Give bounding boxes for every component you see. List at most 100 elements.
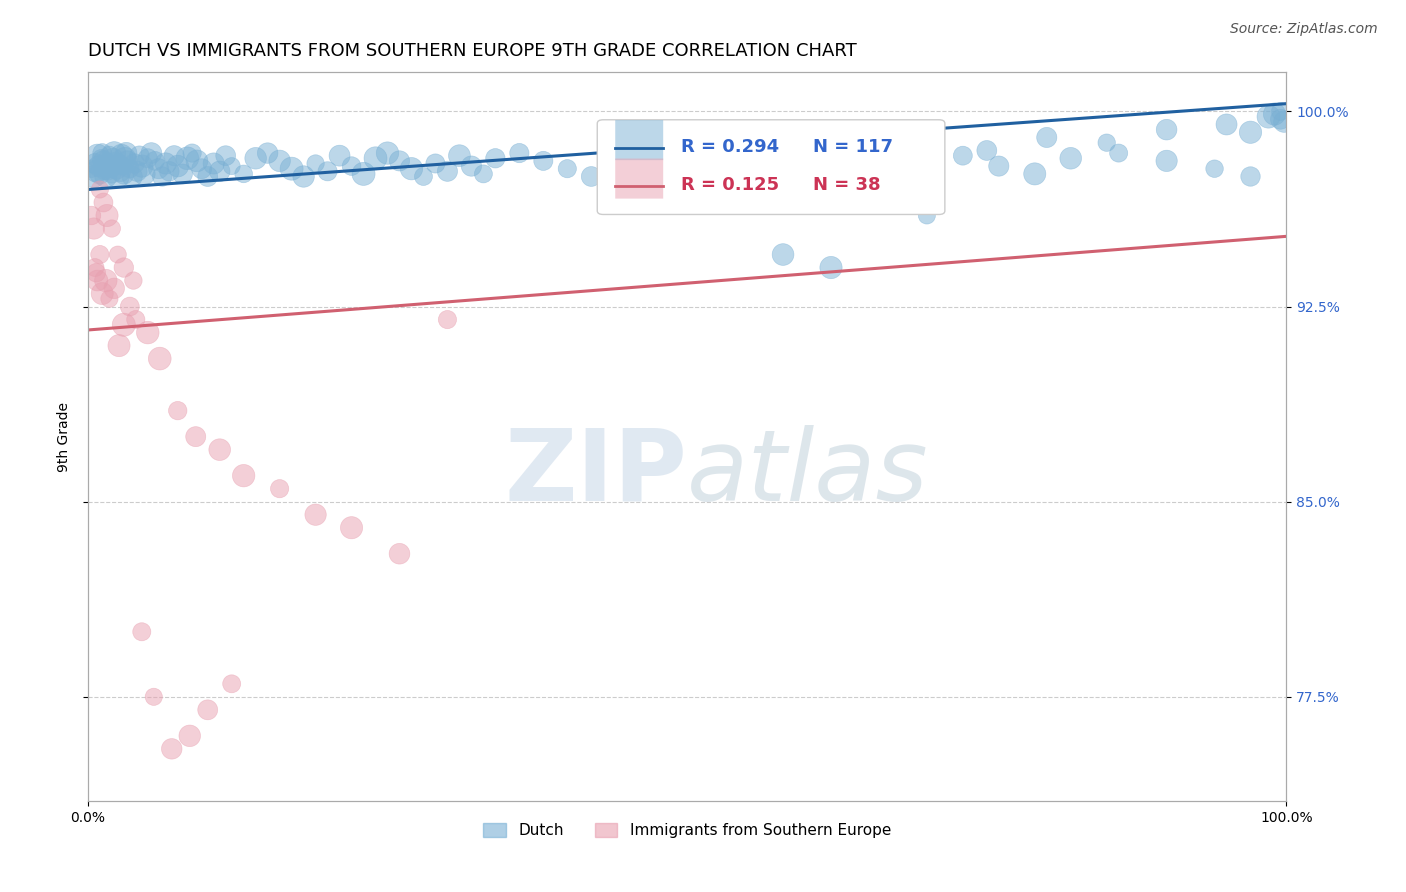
Point xyxy=(94,274,117,288)
Point xyxy=(108,156,131,170)
Point xyxy=(256,146,278,161)
Point xyxy=(1156,122,1178,136)
Text: N = 38: N = 38 xyxy=(813,177,880,194)
Point xyxy=(150,169,173,184)
Point xyxy=(142,690,165,704)
Point xyxy=(83,221,105,235)
Point xyxy=(100,159,122,173)
Point xyxy=(449,149,471,163)
Point xyxy=(110,149,132,163)
Text: DUTCH VS IMMIGRANTS FROM SOUTHERN EUROPE 9TH GRADE CORRELATION CHART: DUTCH VS IMMIGRANTS FROM SOUTHERN EUROPE… xyxy=(87,42,856,60)
Point xyxy=(700,167,723,181)
Point xyxy=(401,161,423,176)
Point xyxy=(1270,112,1292,127)
FancyBboxPatch shape xyxy=(598,120,945,214)
Point xyxy=(388,547,411,561)
Point xyxy=(84,260,107,275)
Point xyxy=(91,146,114,161)
Point xyxy=(172,167,194,181)
Point xyxy=(128,149,150,163)
Point xyxy=(86,149,108,163)
Point xyxy=(531,153,554,168)
Point xyxy=(105,161,128,176)
Point xyxy=(143,153,166,168)
Point xyxy=(103,281,125,295)
Point xyxy=(460,159,482,173)
Point xyxy=(364,151,387,165)
Point xyxy=(1263,107,1285,121)
Point xyxy=(103,146,125,161)
Point xyxy=(93,161,115,176)
Point xyxy=(976,144,998,158)
Point xyxy=(114,151,136,165)
Point xyxy=(820,260,842,275)
Point xyxy=(101,221,124,235)
Point xyxy=(190,161,212,176)
Point xyxy=(304,156,326,170)
Point xyxy=(202,156,225,170)
Point xyxy=(176,151,198,165)
Point xyxy=(122,274,145,288)
Point xyxy=(1204,161,1226,176)
Point xyxy=(197,703,219,717)
Point xyxy=(304,508,326,522)
Point xyxy=(245,151,267,165)
Point xyxy=(232,468,254,483)
Point xyxy=(952,149,974,163)
Point xyxy=(104,153,127,168)
Point xyxy=(555,161,578,176)
Point xyxy=(80,209,103,223)
Point xyxy=(184,430,207,444)
Point xyxy=(108,338,131,352)
Point xyxy=(101,151,124,165)
Point xyxy=(89,247,111,261)
Point xyxy=(163,149,186,163)
Point xyxy=(157,164,180,178)
Text: Source: ZipAtlas.com: Source: ZipAtlas.com xyxy=(1230,22,1378,37)
Point xyxy=(87,159,110,173)
Point xyxy=(748,146,770,161)
Point xyxy=(1239,169,1261,184)
Point xyxy=(115,146,138,161)
Point xyxy=(1270,104,1292,119)
Point xyxy=(90,151,112,165)
Point xyxy=(915,164,938,178)
Point xyxy=(412,169,434,184)
Point xyxy=(131,159,153,173)
Point xyxy=(724,151,747,165)
Point xyxy=(208,442,231,457)
Point xyxy=(93,195,115,210)
Point xyxy=(1108,146,1130,161)
Point xyxy=(86,274,108,288)
Point xyxy=(89,182,111,196)
Point xyxy=(436,164,458,178)
Point xyxy=(166,403,188,417)
Point xyxy=(221,677,243,691)
Point xyxy=(136,151,159,165)
Point xyxy=(179,729,201,743)
Point xyxy=(93,153,115,168)
Point xyxy=(124,156,146,170)
Point xyxy=(292,169,315,184)
Point xyxy=(340,521,363,535)
Point xyxy=(772,247,794,261)
Point xyxy=(269,482,291,496)
Point xyxy=(96,209,118,223)
Text: R = 0.294: R = 0.294 xyxy=(681,138,779,156)
Point xyxy=(436,312,458,326)
Point xyxy=(96,156,118,170)
Point xyxy=(80,161,103,176)
Point xyxy=(107,247,129,261)
Point xyxy=(232,167,254,181)
Point xyxy=(107,169,129,184)
Y-axis label: 9th Grade: 9th Grade xyxy=(58,401,72,472)
Point xyxy=(652,149,675,163)
Point xyxy=(472,167,495,181)
Point xyxy=(84,164,107,178)
Point xyxy=(125,312,148,326)
Point xyxy=(316,164,339,178)
Point xyxy=(808,161,831,176)
Point xyxy=(117,153,139,168)
Point xyxy=(148,161,170,176)
Point xyxy=(221,159,243,173)
